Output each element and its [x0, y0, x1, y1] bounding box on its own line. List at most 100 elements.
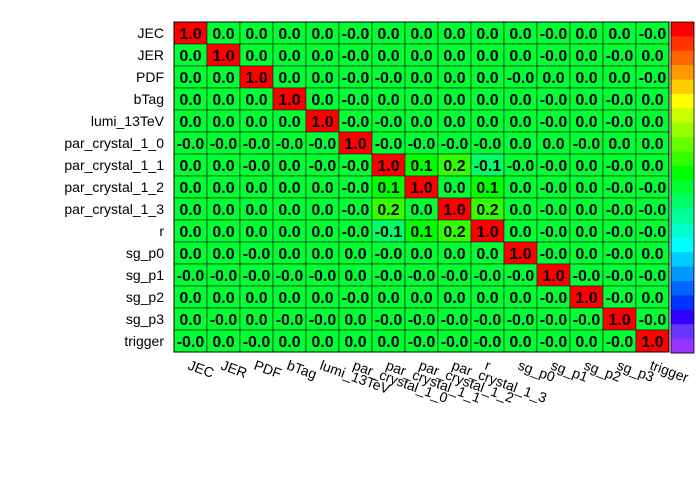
cell-value-label: 0.0 — [179, 180, 201, 197]
cell-value-label: -0.1 — [375, 224, 403, 241]
cell-value-label: 0.0 — [212, 246, 234, 263]
color-scale-segment — [671, 165, 694, 181]
cell-value-label: 0.0 — [443, 246, 465, 263]
cell-value-label: 0.0 — [509, 290, 531, 307]
cell-value-label: -0.0 — [573, 312, 601, 329]
cell-value-label: 0.0 — [311, 202, 333, 219]
cell-value-label: 0.0 — [443, 180, 465, 197]
cell-value-label: 0.0 — [278, 48, 300, 65]
cell-value-label: -0.0 — [210, 268, 238, 285]
cell-value-label: 0.0 — [641, 92, 663, 109]
cell-value-label: 0.0 — [245, 92, 267, 109]
cell-value-label: 0.0 — [179, 92, 201, 109]
cell-value-label: 1.0 — [278, 92, 300, 109]
cell-value-label: 0.0 — [443, 26, 465, 43]
color-scale-segment — [671, 108, 694, 124]
cell-value-label: -0.0 — [606, 158, 634, 175]
cell-value-label: 0.0 — [179, 70, 201, 87]
color-scale-segment — [671, 151, 694, 167]
cell-value-label: 0.0 — [608, 26, 630, 43]
cell-value-label: -0.0 — [441, 268, 469, 285]
cell-value-label: -0.0 — [540, 290, 568, 307]
cell-value-label: -0.0 — [639, 312, 667, 329]
cell-value-label: -0.0 — [309, 158, 337, 175]
cell-value-label: 0.0 — [377, 92, 399, 109]
cell-value-label: 0.0 — [641, 48, 663, 65]
cell-value-label: 0.0 — [410, 26, 432, 43]
cell-value-label: 0.1 — [377, 180, 399, 197]
cell-value-label: 0.0 — [509, 224, 531, 241]
cell-value-label: 0.0 — [245, 48, 267, 65]
color-scale-bar — [670, 21, 695, 354]
cell-value-label: 0.0 — [509, 202, 531, 219]
cell-value-label: -0.0 — [639, 202, 667, 219]
cell-value-label: -0.0 — [375, 312, 403, 329]
cell-value-label: 0.0 — [344, 312, 366, 329]
cell-value-label: -0.0 — [342, 114, 370, 131]
cell-value-label: 0.0 — [278, 70, 300, 87]
column-label: JEC — [186, 357, 216, 381]
cell-value-label: 0.0 — [278, 246, 300, 263]
cell-value-label: 1.0 — [311, 114, 333, 131]
cell-value-label: -0.0 — [639, 268, 667, 285]
color-scale-segment — [671, 22, 694, 37]
cell-value-label: 0.0 — [443, 48, 465, 65]
cell-value-label: -0.0 — [309, 312, 337, 329]
cell-value-label: 0.0 — [575, 92, 597, 109]
cell-value-label: 0.0 — [278, 334, 300, 351]
cell-value-label: -0.0 — [507, 70, 535, 87]
column-label: JER — [219, 357, 249, 381]
cell-value-label: 0.0 — [311, 224, 333, 241]
cell-value-label: -0.0 — [573, 268, 601, 285]
color-scale-segment — [671, 295, 694, 311]
cell-value-label: -0.0 — [540, 180, 568, 197]
cell-value-label: -0.0 — [441, 334, 469, 351]
cell-value-label: -0.0 — [474, 334, 502, 351]
cell-value-label: -0.0 — [540, 312, 568, 329]
cell-value-label: 0.0 — [410, 70, 432, 87]
cell-value-label: -0.0 — [177, 268, 205, 285]
cell-value-label: -0.0 — [606, 202, 634, 219]
cell-value-label: -0.0 — [507, 158, 535, 175]
cell-value-label: -0.0 — [342, 92, 370, 109]
cell-value-label: -0.0 — [474, 312, 502, 329]
cell-value-label: 0.0 — [443, 70, 465, 87]
cell-value-label: 0.2 — [377, 202, 399, 219]
cell-value-label: -0.0 — [210, 312, 238, 329]
cell-value-label: 0.1 — [410, 158, 432, 175]
cell-value-label: 0.0 — [179, 158, 201, 175]
cell-value-label: 0.0 — [179, 202, 201, 219]
cell-value-label: -0.0 — [243, 158, 271, 175]
cell-value-label: -0.0 — [375, 70, 403, 87]
cell-value-label: 0.0 — [311, 334, 333, 351]
cell-value-label: -0.0 — [540, 26, 568, 43]
cell-value-label: -0.0 — [342, 290, 370, 307]
cell-value-label: -0.0 — [243, 334, 271, 351]
cell-value-label: -0.0 — [606, 180, 634, 197]
color-scale-segment — [671, 194, 694, 210]
column-label: bTag — [285, 357, 319, 382]
cell-value-label: 1.0 — [212, 48, 234, 65]
cell-value-label: 0.0 — [575, 224, 597, 241]
cell-value-label: 1.0 — [344, 136, 366, 153]
cell-value-label: 0.0 — [278, 26, 300, 43]
cell-value-label: 0.0 — [542, 136, 564, 153]
cell-value-label: 0.0 — [311, 70, 333, 87]
cell-value-label: 0.0 — [410, 202, 432, 219]
cell-value-label: -0.0 — [639, 224, 667, 241]
cell-value-label: -0.0 — [540, 158, 568, 175]
color-scale-segment — [671, 281, 694, 296]
cell-value-label: -0.0 — [441, 136, 469, 153]
cell-value-label: 0.0 — [509, 48, 531, 65]
cell-value-label: 0.0 — [509, 334, 531, 351]
cell-value-label: 0.0 — [410, 246, 432, 263]
cell-value-label: 0.0 — [311, 246, 333, 263]
cell-value-label: 0.0 — [311, 48, 333, 65]
cell-value-label: -0.0 — [606, 48, 634, 65]
cell-value-label: -0.0 — [606, 268, 634, 285]
heatmap-cell-values: 1.0 0.0 0.0 0.0 0.0 -0.0 0.0 0.0 0.0 0.0 0.0 -0.0 0.… — [177, 26, 667, 351]
cell-value-label: 0.0 — [245, 312, 267, 329]
cell-value-label: 0.0 — [476, 114, 498, 131]
cell-value-label: 0.0 — [212, 334, 234, 351]
cell-value-label: 0.0 — [278, 224, 300, 241]
